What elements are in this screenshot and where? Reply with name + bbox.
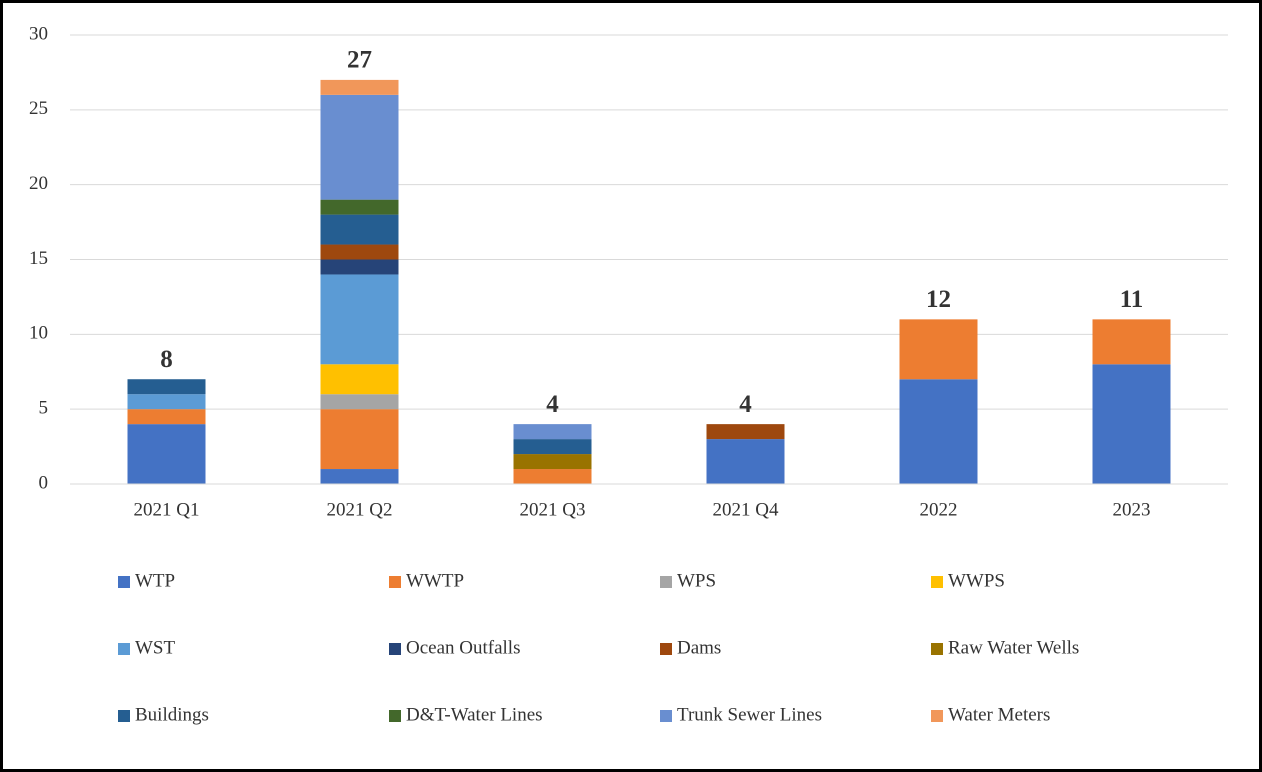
bar-segment [320, 394, 399, 410]
x-tick-label: 2021 Q2 [327, 499, 393, 520]
legend-label: Raw Water Wells [948, 637, 1079, 658]
legend-label: WTP [135, 570, 175, 591]
total-label: 12 [926, 286, 951, 313]
legend-swatch [660, 576, 672, 588]
bar-segment [320, 409, 399, 470]
bar-segment [899, 379, 978, 484]
x-tick-label: 2022 [920, 499, 958, 520]
legend-swatch [931, 710, 943, 722]
bar-segment [127, 424, 206, 484]
bar-segment [127, 379, 206, 395]
legend-swatch [118, 643, 130, 655]
legend-swatch [118, 710, 130, 722]
bar-segment [320, 364, 399, 395]
legend-swatch [660, 710, 672, 722]
legend-swatch [389, 643, 401, 655]
bar-segment [706, 424, 785, 440]
bar-segment [706, 439, 785, 484]
total-label: 4 [546, 391, 559, 418]
legend-swatch [389, 710, 401, 722]
legend-label: D&T-Water Lines [406, 704, 543, 725]
x-tick-label: 2021 Q4 [713, 499, 779, 520]
bar-segment [320, 199, 399, 215]
legend-label: Trunk Sewer Lines [677, 704, 822, 725]
bar-segment [320, 244, 399, 260]
legend-label: WWPS [948, 570, 1005, 591]
legend-label: WST [135, 637, 176, 658]
legend-swatch [389, 576, 401, 588]
bar-segment [320, 274, 399, 365]
bar-segment [320, 259, 399, 275]
legend-swatch [660, 643, 672, 655]
bar-segment [320, 214, 399, 245]
legend-swatch [118, 576, 130, 588]
bar-segment [127, 394, 206, 410]
total-label: 8 [160, 346, 173, 373]
bar-segment [1092, 319, 1171, 365]
total-label: 4 [739, 391, 752, 418]
bar-segment [513, 469, 592, 484]
legend-swatch [931, 643, 943, 655]
legend-label: Water Meters [948, 704, 1050, 725]
bar-segment [127, 409, 206, 425]
bar-segment [320, 469, 399, 484]
y-tick-label: 5 [39, 398, 49, 419]
bar-segment [320, 94, 399, 200]
y-tick-label: 10 [29, 323, 48, 344]
legend-swatch [931, 576, 943, 588]
x-tick-label: 2021 Q3 [520, 499, 586, 520]
y-tick-label: 0 [39, 472, 49, 493]
bar-segment [320, 79, 399, 95]
legend-label: Dams [677, 637, 721, 658]
legend-label: WWTP [406, 570, 464, 591]
legend-label: Ocean Outfalls [406, 637, 520, 658]
total-label: 11 [1120, 286, 1144, 313]
bar-segment [513, 454, 592, 470]
x-tick-label: 2023 [1113, 499, 1151, 520]
bar-segment [1092, 364, 1171, 484]
bar-segment [513, 439, 592, 455]
bar-segment [513, 424, 592, 440]
y-tick-label: 30 [29, 23, 48, 44]
legend-label: WPS [677, 570, 716, 591]
y-tick-label: 25 [29, 98, 48, 119]
total-label: 27 [347, 47, 372, 74]
x-tick-label: 2021 Q1 [134, 499, 200, 520]
y-tick-label: 15 [29, 248, 48, 269]
legend-label: Buildings [135, 704, 209, 725]
bar-segment [899, 319, 978, 380]
y-tick-label: 20 [29, 173, 48, 194]
